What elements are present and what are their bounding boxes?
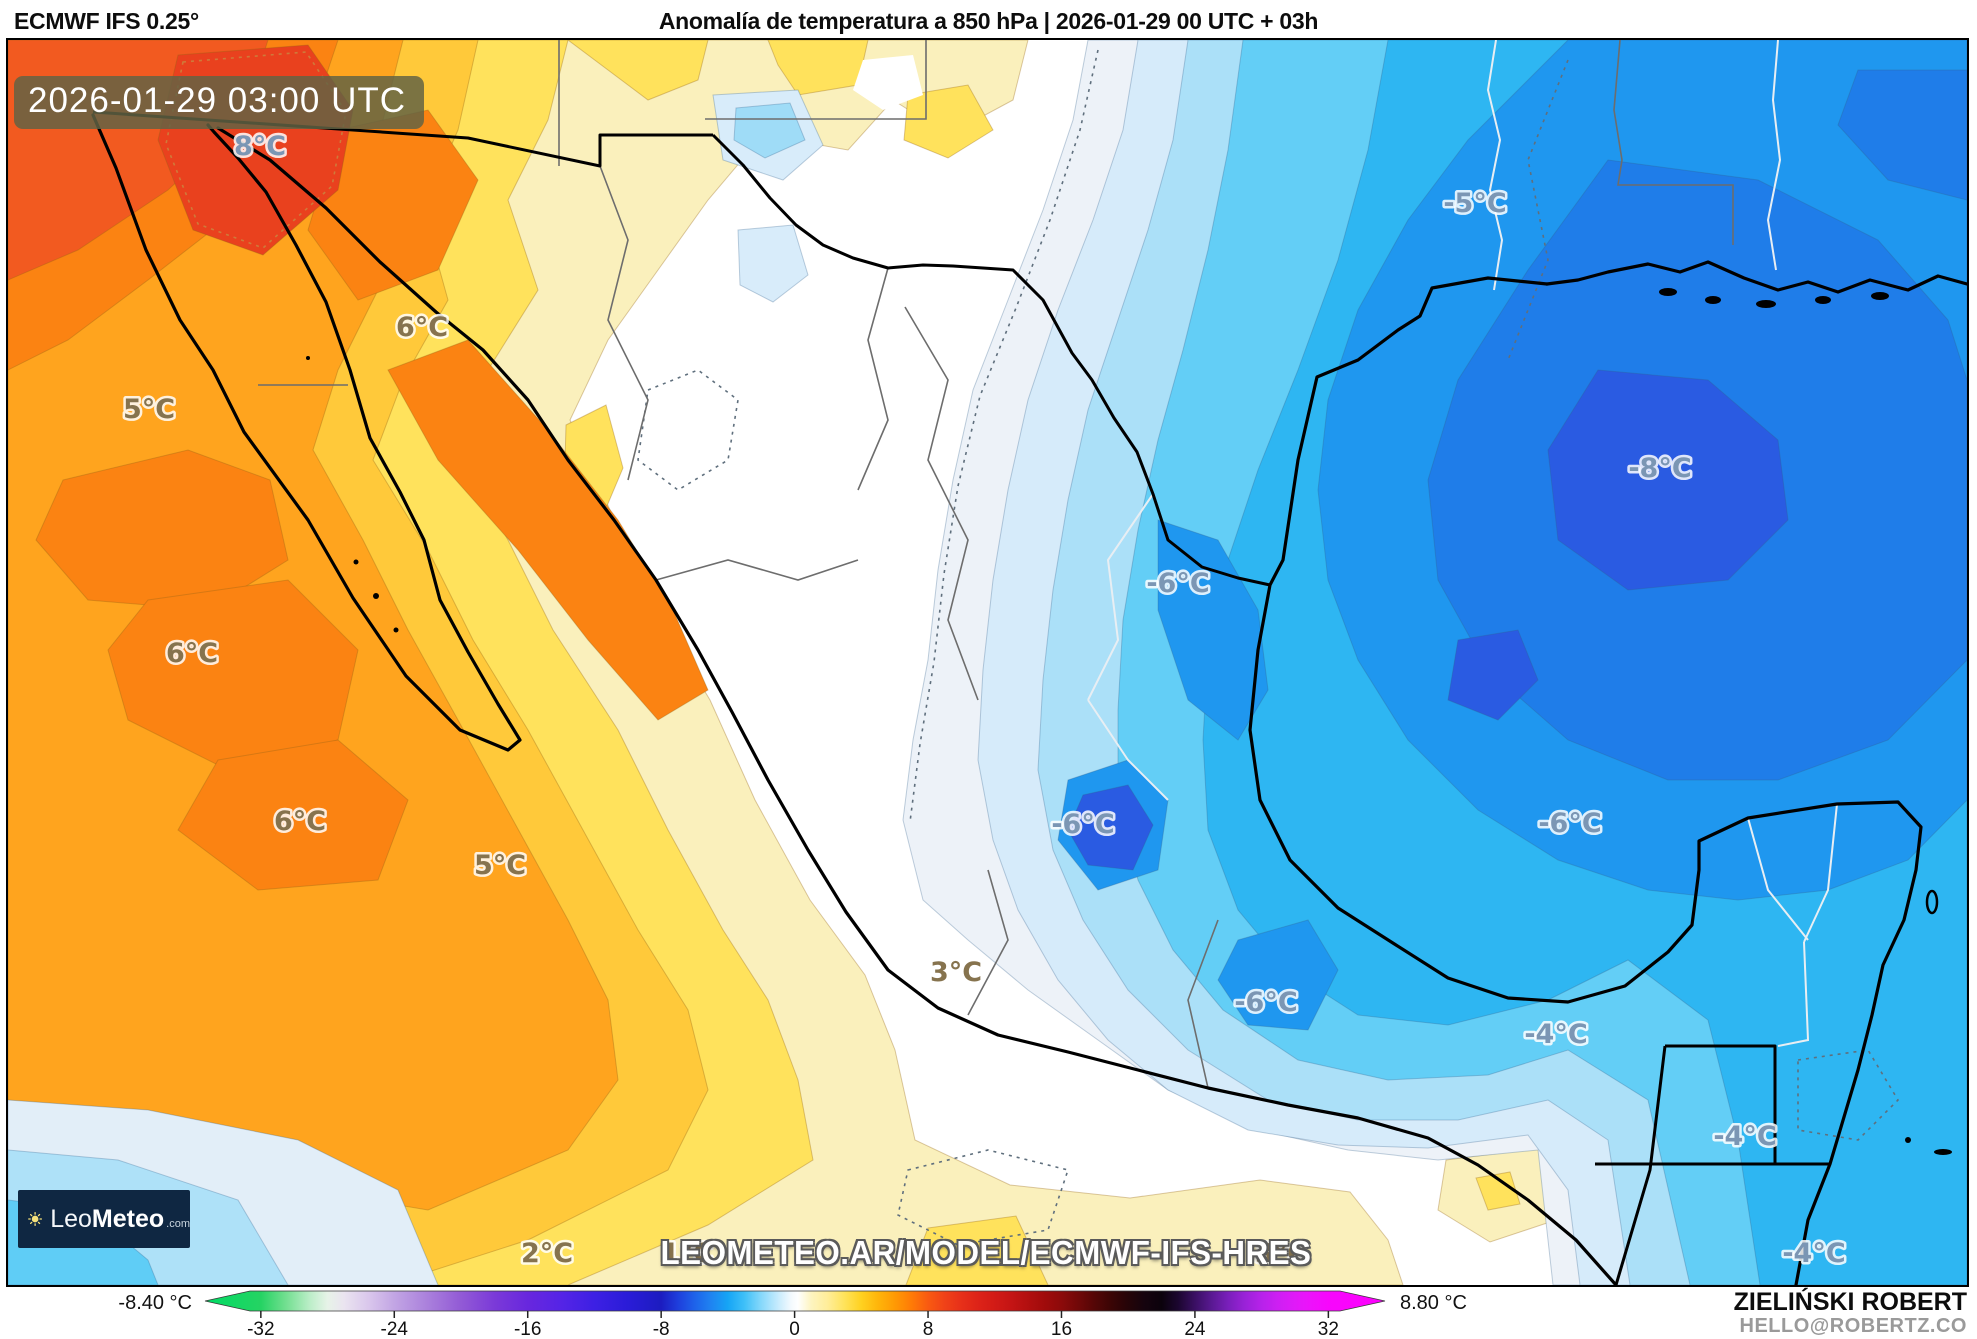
logo-tld: .com bbox=[166, 1217, 190, 1230]
temp-label: 1°C bbox=[661, 1238, 713, 1269]
temp-label: 8°C bbox=[234, 131, 286, 162]
state-borders bbox=[258, 40, 1838, 1089]
colorbar: -32 -24 -16 -8 0 8 16 24 32 -8.40 °C 8.80 °C bbox=[0, 1285, 1977, 1339]
credit-email: HELLO@ROBERTZ.CO bbox=[1739, 1315, 1967, 1337]
contour-dashed-lines bbox=[165, 49, 1900, 1246]
colorbar-min-label: -8.40 °C bbox=[118, 1292, 192, 1314]
temperature-labels: 8°C 6°C 5°C 6°C 6°C 5°C 3°C 2°C 1°C 3°C -5°C -8°C -6… bbox=[120, 129, 1848, 1272]
colorbar-tick-label: -16 bbox=[514, 1319, 541, 1339]
temp-label: -6°C bbox=[1051, 809, 1114, 840]
temp-label: 6°C bbox=[396, 312, 448, 343]
timestamp-badge: 2026-01-29 03:00 UTC bbox=[14, 76, 424, 129]
barrier-island bbox=[1705, 296, 1721, 304]
cold-anomaly-fields bbox=[8, 40, 1967, 1285]
anomaly-map-svg: 8°C 6°C 5°C 6°C 6°C 5°C 3°C 2°C 1°C 3°C -5°C -8°C -6… bbox=[8, 40, 1967, 1285]
barrier-island bbox=[1815, 296, 1831, 304]
logo-leo: Leo bbox=[50, 1204, 92, 1233]
us-mexico-border bbox=[92, 110, 713, 168]
baja-california-coastline bbox=[91, 113, 522, 752]
baja-islet bbox=[373, 593, 379, 599]
cozumel-island bbox=[1925, 889, 1939, 915]
barrier-island bbox=[1871, 292, 1889, 300]
colorbar-tick-label: -32 bbox=[247, 1319, 274, 1339]
sun-icon bbox=[28, 1212, 43, 1226]
temp-label: -8°C bbox=[1628, 453, 1691, 484]
credit-name: ZIELIŃSKI ROBERT bbox=[1733, 1288, 1967, 1316]
pacific-islet bbox=[306, 356, 310, 360]
temp-label: -5°C bbox=[1443, 188, 1506, 219]
temp-label: -4°C bbox=[1524, 1019, 1587, 1050]
mainland-pacific-coastline bbox=[216, 126, 1618, 1285]
baja-islet bbox=[353, 559, 359, 565]
guatemala-belize-borders bbox=[1595, 1044, 1830, 1285]
colorbar-tick-label: 8 bbox=[923, 1319, 934, 1339]
honduras-islet bbox=[1934, 1149, 1952, 1155]
temp-label: -4°C bbox=[1782, 1238, 1845, 1269]
colorbar-tick-label: -8 bbox=[653, 1319, 670, 1339]
colorbar-tick-label: -24 bbox=[381, 1319, 409, 1339]
logo-text: LeoMeteo .com bbox=[50, 1205, 190, 1234]
barrier-island bbox=[1659, 288, 1677, 296]
temp-label: -6°C bbox=[1146, 568, 1209, 599]
temp-label: 6°C bbox=[274, 806, 326, 837]
international-borders bbox=[92, 110, 1830, 1285]
colorbar-tick-label: 16 bbox=[1051, 1319, 1072, 1339]
coastlines bbox=[91, 113, 1967, 1285]
anomaly-map: 8°C 6°C 5°C 6°C 6°C 5°C 3°C 2°C 1°C 3°C -5°C -8°C -6… bbox=[6, 38, 1969, 1287]
honduras-islet bbox=[1905, 1137, 1911, 1143]
temp-label: 6°C bbox=[166, 638, 218, 669]
temp-label: 2°C bbox=[521, 1238, 573, 1269]
colorbar-tick-label: 32 bbox=[1318, 1319, 1339, 1339]
temp-label: 3°C bbox=[1255, 1238, 1307, 1269]
gulf-coastline bbox=[1248, 276, 1923, 1285]
colorbar-max-label: 8.80 °C bbox=[1400, 1292, 1467, 1314]
temp-label: -6°C bbox=[1234, 987, 1297, 1018]
louisiana-coastline bbox=[1545, 260, 1967, 294]
temp-label: 3°C bbox=[930, 957, 982, 988]
temp-label: 5°C bbox=[123, 394, 175, 425]
colorbar-tick-label: 24 bbox=[1184, 1319, 1206, 1339]
colorbar-bar bbox=[204, 1290, 1386, 1312]
barrier-island bbox=[1756, 300, 1776, 308]
rio-grande bbox=[711, 133, 1271, 587]
colorbar-svg: -32 -24 -16 -8 0 8 16 24 32 -8.40 °C 8.80 °C bbox=[118, 1290, 1467, 1339]
colorbar-tick-label: 0 bbox=[789, 1319, 800, 1339]
colorbar-ticks: -32 -24 -16 -8 0 8 16 24 32 bbox=[247, 1311, 1339, 1339]
watermark-text: LEOMETEO.AR/MODEL/ECMWF-IFS-HRES bbox=[660, 1234, 1312, 1271]
temp-label: -4°C bbox=[1713, 1121, 1776, 1152]
temp-label: -6°C bbox=[1538, 808, 1601, 839]
baja-islet bbox=[393, 627, 399, 633]
temp-label: 5°C bbox=[474, 850, 526, 881]
model-name: ECMWF IFS 0.25° bbox=[14, 8, 199, 34]
leometeo-logo: LeoMeteo .com bbox=[18, 1190, 190, 1248]
page-title: Anomalía de temperatura a 850 hPa | 2026… bbox=[658, 8, 1319, 34]
logo-meteo: Meteo bbox=[91, 1204, 165, 1233]
